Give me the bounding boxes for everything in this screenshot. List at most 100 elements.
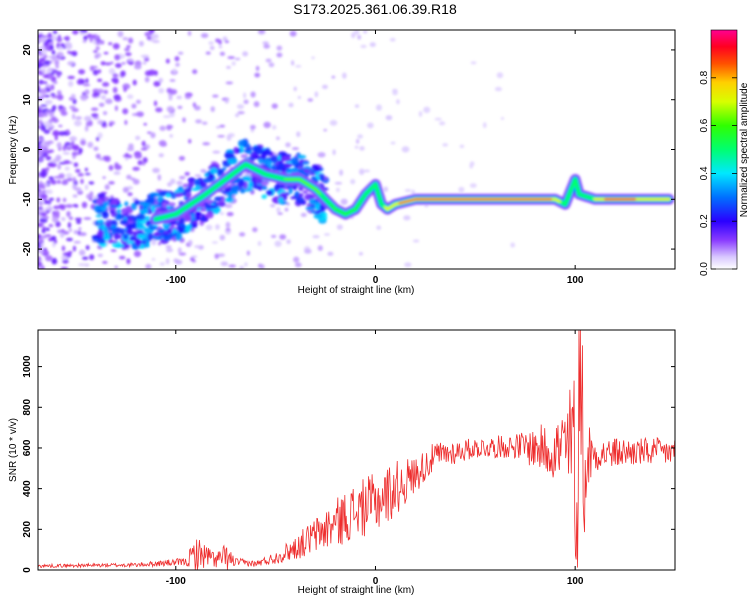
spectrogram-energy-cell [185,192,192,199]
spectrogram-energy-cell [209,167,218,175]
spectrogram-noise-cell [243,99,249,105]
spectrogram-noise-cell [92,39,97,45]
spectrogram-noise-cell [45,143,50,148]
spectrogram-noise-cell [66,210,71,217]
spectrogram-noise-cell [56,142,62,149]
spectrogram-noise-cell [177,247,182,254]
spectrogram-noise-cell [271,103,278,109]
snr-series-line [38,330,675,570]
spectrogram-noise-cell [363,30,368,34]
spectrogram-noise-cell [43,113,48,117]
spectrogram-noise-cell [342,72,347,79]
spectrogram-noise-cell [215,224,220,230]
spectrogram-noise-cell [146,36,152,40]
spectrogram-noise-cell [225,221,231,229]
spectrogram-noise-cell [48,118,53,123]
spectrogram-noise-cell [389,37,396,42]
spectrogram-noise-cell [482,122,487,129]
spectrogram-noise-cell [359,146,365,151]
x-tick-label: 0 [373,576,379,587]
spectrogram-noise-cell [188,139,192,144]
x-tick-label: 100 [567,275,584,286]
spectrogram-noise-cell [296,131,301,138]
spectrogram-noise-cell [128,143,134,149]
spectrogram-noise-cell [442,143,449,147]
spectrogram-noise-cell [112,86,118,94]
spectrogram-noise-cell [276,52,283,58]
spectrogram-noise-cell [100,94,107,100]
spectrogram-energy-cell [127,217,134,222]
spectrogram-noise-cell [48,149,55,153]
spectrogram-noise-cell [42,215,50,220]
spectrogram-noise-cell [89,36,93,43]
spectrogram-noise-cell [84,184,89,191]
spectrogram-energy-cell [104,227,109,233]
spectrogram-noise-cell [71,113,76,120]
spectrogram-noise-cell [97,69,102,74]
spectrogram-noise-cell [187,30,192,36]
spectrogram-noise-cell [78,69,86,75]
spectrogram-energy-cell [261,194,267,199]
spectrogram-noise-cell [69,51,77,55]
spectrogram-noise-cell [100,61,106,66]
spectrogram-noise-cell [158,153,164,158]
snr-y-label: SNR (10 * v/v) [8,418,19,482]
spectrogram-noise-cell [170,178,176,185]
spectrogram-noise-cell [153,100,158,107]
spectrogram-noise-cell [124,152,129,158]
spectrogram-noise-cell [178,155,185,161]
spectrogram-noise-cell [62,259,69,264]
spectrogram-noise-cell [62,197,67,203]
spectrogram-noise-cell [68,228,73,232]
spectrogram-noise-cell [136,111,144,117]
spectrogram-noise-cell [90,107,99,112]
spectrogram-noise-cell [84,125,89,132]
spectrogram-noise-cell [177,51,184,55]
spectrogram-noise-cell [45,156,52,161]
spectrogram-noise-cell [286,239,291,245]
spectrogram-noise-cell [68,80,74,87]
spectrogram-noise-cell [125,157,129,161]
spectrogram-noise-cell [127,59,135,62]
spectrogram-noise-cell [228,264,237,268]
spectrogram-noise-cell [133,250,142,258]
spectrogram-energy-cell [140,209,150,214]
spectrogram-noise-cell [152,167,160,174]
spectrogram-noise-cell [219,51,225,56]
spectrogram-noise-cell [63,160,71,165]
spectrogram-noise-cell [390,141,396,145]
spectrogram-noise-cell [177,105,183,109]
spectrogram-energy-cell [295,196,305,204]
spectrogram-noise-cell [220,261,229,267]
spectrogram-noise-cell [192,69,198,75]
spectrogram-noise-cell [40,243,45,247]
spectrogram-noise-cell [38,209,45,213]
spectrogram-noise-cell [276,206,281,213]
spectrogram-energy-cell [319,174,325,182]
spectrogram-noise-cell [257,241,262,246]
spectrogram-noise-cell [359,252,363,256]
spectrogram-noise-cell [58,105,64,109]
spectrogram-noise-cell [135,99,141,104]
spectrogram-noise-cell [252,227,258,233]
spectrogram-energy-cell [263,158,268,166]
spectrogram-energy-cell [278,196,284,204]
spectrogram-energy-cell [254,177,263,185]
spectrogram-energy-cell [237,139,248,146]
spectrogram-noise-cell [48,176,54,180]
spectrogram-noise-cell [102,176,106,179]
spectrogram-energy-cell [252,155,263,160]
spectrogram-noise-cell [123,86,127,93]
spectrogram-noise-cell [53,176,62,179]
spectrogram-noise-cell [78,188,82,193]
spectrogram-noise-cell [236,104,245,110]
spectrogram-noise-cell [157,174,162,181]
spectrogram-noise-cell [140,147,148,151]
spectrogram-noise-cell [412,239,420,243]
spectrogram-noise-cell [89,65,95,72]
colorbar-gradient [711,30,737,269]
spectrogram-noise-cell [84,89,90,95]
spectrogram-noise-cell [137,160,143,166]
spectrogram-noise-cell [117,30,124,38]
